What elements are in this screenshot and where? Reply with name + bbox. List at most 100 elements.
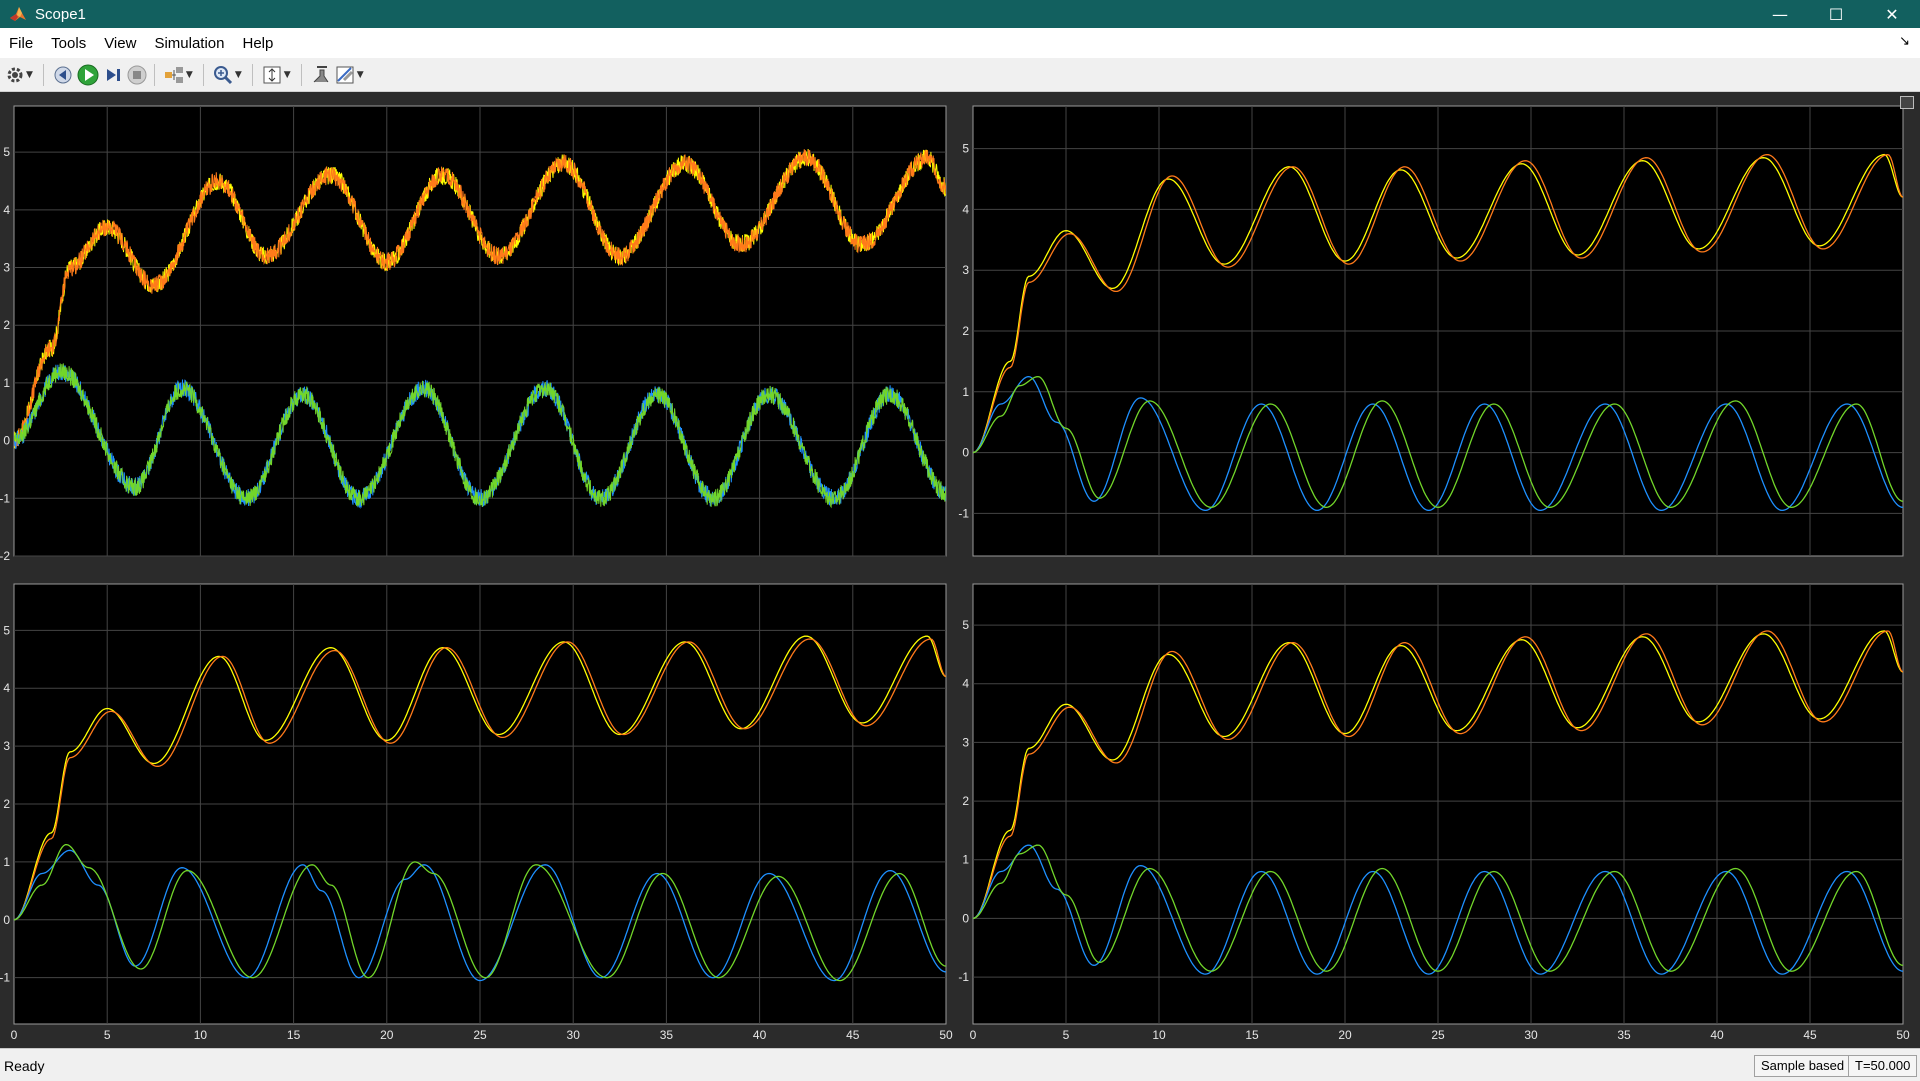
menu-simulation[interactable]: Simulation <box>154 34 225 52</box>
y-tick-label: 1 <box>962 853 969 867</box>
x-tick-label: 10 <box>194 1028 208 1042</box>
y-tick-label: -1 <box>958 506 969 520</box>
status-text: Ready <box>4 1058 45 1074</box>
y-tick-label: 2 <box>3 318 10 332</box>
menu-view[interactable]: View <box>104 34 137 52</box>
series-line-yellow <box>973 630 1903 920</box>
x-tick-label: 20 <box>1338 1028 1352 1042</box>
stop-icon[interactable] <box>126 62 148 88</box>
y-tick-label: 3 <box>3 261 10 275</box>
y-tick-label: 0 <box>3 913 10 927</box>
y-tick-label: -1 <box>0 491 10 505</box>
undock-icon[interactable] <box>1900 96 1914 109</box>
y-tick-label: -1 <box>0 971 10 985</box>
step-back-icon[interactable] <box>52 62 74 88</box>
y-tick-label: 0 <box>962 911 969 925</box>
simulation-time-indicator: T=50.000 <box>1848 1055 1918 1077</box>
series-line-orange <box>14 638 946 921</box>
y-tick-label: 0 <box>3 434 10 448</box>
series-line-green <box>14 363 946 509</box>
series-line-green <box>973 844 1903 972</box>
series-line-green <box>14 843 946 982</box>
x-tick-label: 25 <box>473 1028 487 1042</box>
x-tick-label: 45 <box>846 1028 860 1042</box>
pin-icon[interactable]: ↘ <box>1899 34 1910 49</box>
minimize-button[interactable]: — <box>1772 4 1788 24</box>
x-tick-label: 0 <box>11 1028 18 1042</box>
y-tick-label: 3 <box>962 263 969 277</box>
series-line-blue <box>973 375 1903 512</box>
highlight-block-icon[interactable] <box>163 62 185 88</box>
y-tick-label: 5 <box>962 142 969 156</box>
y-tick-label: 0 <box>962 446 969 460</box>
y-tick-label: 5 <box>962 618 969 632</box>
y-tick-label: 4 <box>3 681 10 695</box>
x-tick-label: 50 <box>939 1028 953 1042</box>
close-button[interactable]: ✕ <box>1885 4 1899 24</box>
y-tick-label: 2 <box>962 324 969 338</box>
menu-tools[interactable]: Tools <box>51 34 87 52</box>
series-line-orange <box>14 149 946 448</box>
x-tick-label: 35 <box>660 1028 674 1042</box>
menu-file[interactable]: File <box>9 34 34 52</box>
x-tick-label: 50 <box>1896 1028 1910 1042</box>
series-line-green <box>973 375 1903 509</box>
statistics-dropdown-icon[interactable]: ▼ <box>356 69 364 80</box>
x-tick-label: 35 <box>1617 1028 1631 1042</box>
title-bar: Scope1 — ☐ ✕ <box>0 0 1920 28</box>
window-title: Scope1 <box>35 5 86 23</box>
cursor-measurements-icon[interactable] <box>310 62 332 88</box>
x-tick-label: 20 <box>380 1028 394 1042</box>
y-tick-label: 2 <box>962 794 969 808</box>
x-tick-label: 40 <box>1710 1028 1724 1042</box>
zoom-dropdown-icon[interactable]: ▼ <box>234 69 242 80</box>
scope-panel-top-left[interactable]: -2 -1 0 1 2 3 4 5 <box>0 105 947 563</box>
signal-statistics-icon[interactable] <box>334 62 356 88</box>
series-line-blue <box>14 849 946 982</box>
y-tick-label: 4 <box>962 202 969 216</box>
highlight-dropdown-icon[interactable]: ▼ <box>185 69 193 80</box>
x-tick-label: 5 <box>1063 1028 1070 1042</box>
status-bar: Ready Sample based T=50.000 <box>0 1048 1920 1081</box>
step-forward-icon[interactable] <box>102 62 124 88</box>
x-tick-label: 40 <box>753 1028 767 1042</box>
y-tick-label: 4 <box>3 203 10 217</box>
x-tick-label: 0 <box>970 1028 977 1042</box>
x-tick-label: 10 <box>1152 1028 1166 1042</box>
toolbar: ▼ ▼ ▼ ▼ ▼ <box>0 58 1920 92</box>
settings-dropdown-icon[interactable]: ▼ <box>26 69 33 80</box>
x-tick-label: 30 <box>567 1028 581 1042</box>
y-tick-label: 2 <box>3 797 10 811</box>
menu-help[interactable]: Help <box>242 34 274 52</box>
y-tick-label: -1 <box>958 970 969 984</box>
y-tick-label: 1 <box>3 376 10 390</box>
menu-bar: File Tools View Simulation Help ↘ <box>0 28 1920 58</box>
y-tick-label: 5 <box>3 145 10 159</box>
x-tick-label: 15 <box>287 1028 301 1042</box>
scope-display-area: -2 -1 0 1 2 3 4 5 -1 0 1 2 3 4 5 -1 0 1 2 3 4 5 0 5 10 15 20 25 30 35… <box>0 92 1920 1048</box>
series-line-yellow <box>973 153 1903 454</box>
y-tick-label: 1 <box>3 855 10 869</box>
scale-dropdown-icon[interactable]: ▼ <box>283 69 291 80</box>
zoom-icon[interactable] <box>212 62 234 88</box>
scale-axes-icon[interactable] <box>261 62 283 88</box>
x-tick-label: 25 <box>1431 1028 1445 1042</box>
y-tick-label: -2 <box>0 549 10 563</box>
run-icon[interactable] <box>76 62 100 88</box>
maximize-button[interactable]: ☐ <box>1828 4 1844 24</box>
sample-mode-indicator: Sample based <box>1754 1055 1852 1077</box>
settings-icon[interactable] <box>5 62 25 88</box>
series-line-orange <box>973 154 1903 454</box>
series-line-yellow <box>14 635 946 921</box>
scope-panel-top-right[interactable]: -1 0 1 2 3 4 5 <box>958 105 1904 557</box>
x-tick-label: 15 <box>1245 1028 1259 1042</box>
y-tick-label: 1 <box>962 385 969 399</box>
y-tick-label: 4 <box>962 677 969 691</box>
series-line-blue <box>973 844 1903 975</box>
series-line-orange <box>973 630 1903 920</box>
y-tick-label: 5 <box>3 623 10 637</box>
x-tick-label: 5 <box>104 1028 111 1042</box>
